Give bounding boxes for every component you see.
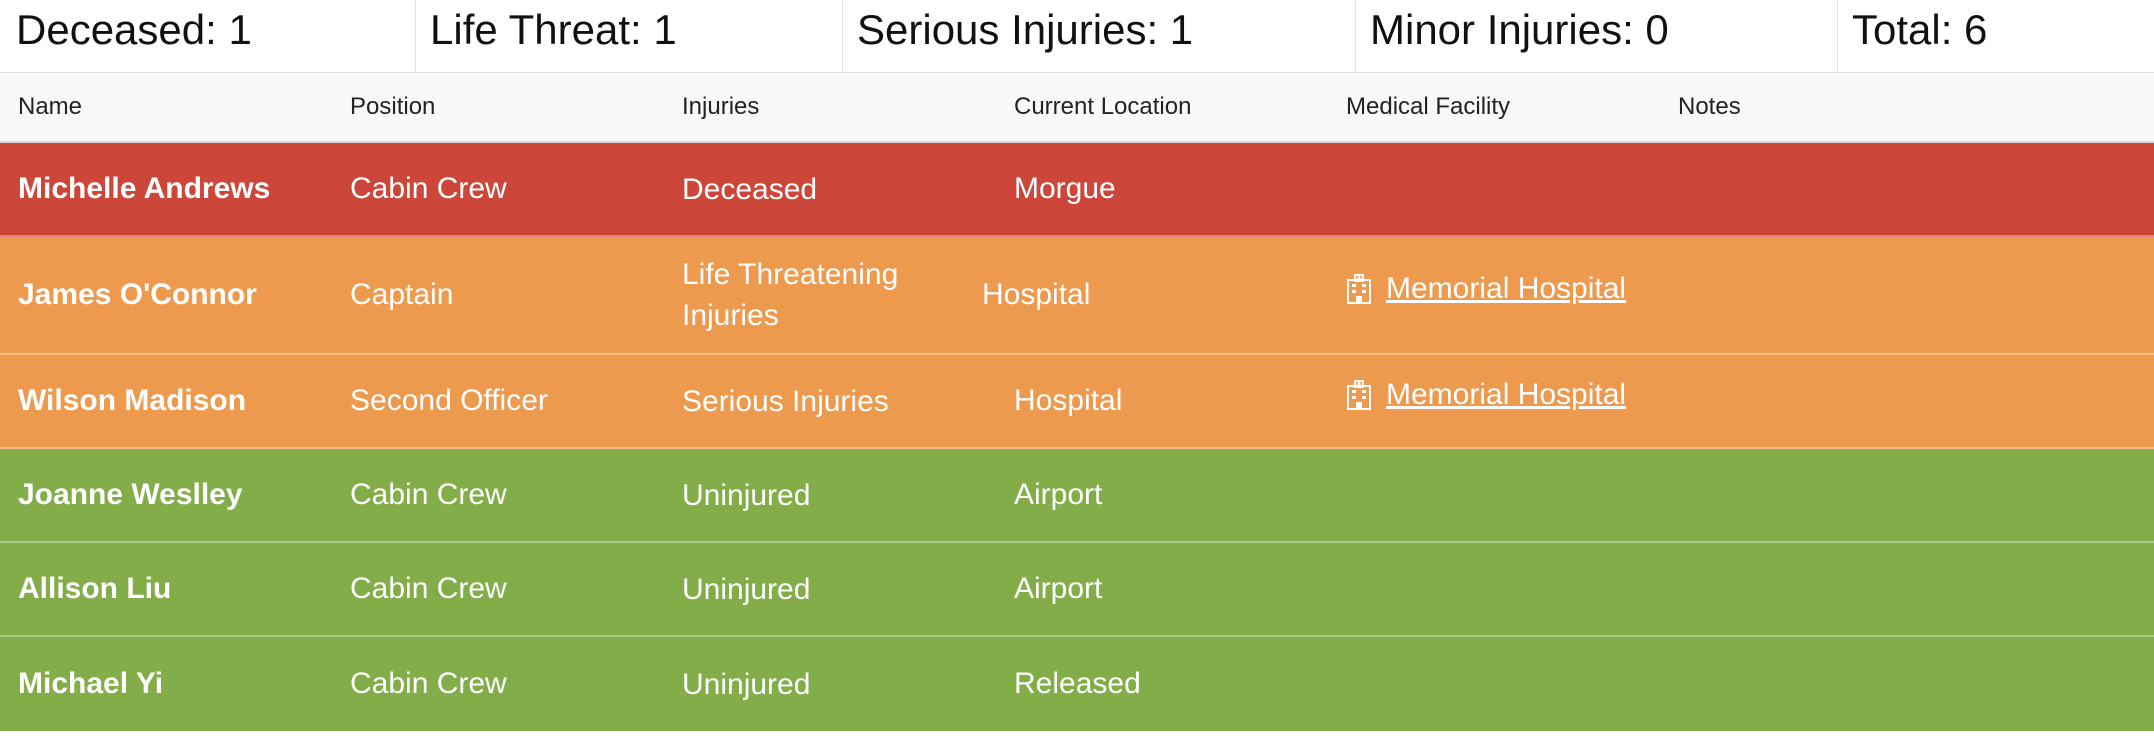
cell-injuries: Uninjured: [682, 667, 811, 701]
cell-medical-facility: Memorial Hospital: [1328, 272, 1808, 312]
summary-life-threat: Life Threat: 1: [416, 0, 843, 72]
cell-position: Second Officer: [350, 384, 548, 417]
header-notes[interactable]: Notes: [1678, 93, 1741, 120]
cell-name: Michael Yi: [18, 667, 164, 700]
cell-location: Released: [1014, 667, 1141, 700]
cell-location: Airport: [1014, 572, 1103, 605]
casualty-summary-bar: Deceased: 1 Life Threat: 1 Serious Injur…: [0, 0, 2154, 73]
medical-facility-link[interactable]: Memorial Hospital: [1346, 272, 1626, 306]
header-injuries[interactable]: Injuries: [682, 93, 760, 120]
crew-status-table: Name Position Injuries Current Location …: [0, 73, 2154, 731]
cell-name: James O'Connor: [18, 278, 257, 311]
cell-injuries: Uninjured: [682, 478, 811, 512]
cell-position: Cabin Crew: [350, 172, 507, 205]
cell-position: Cabin Crew: [350, 667, 507, 700]
header-name[interactable]: Name: [18, 93, 83, 120]
table-header: Name Position Injuries Current Location …: [0, 73, 2154, 143]
cell-name: Michelle Andrews: [18, 172, 271, 205]
table-row[interactable]: James O'Connor Captain Life Threatening …: [0, 237, 2154, 355]
header-medical-facility[interactable]: Medical Facility: [1346, 93, 1511, 120]
cell-injuries: Life Threatening Injuries: [682, 258, 899, 332]
cell-location: Hospital: [1014, 384, 1123, 417]
cell-position: Captain: [350, 278, 454, 311]
cell-name: Allison Liu: [18, 572, 172, 605]
header-current-location[interactable]: Current Location: [1014, 93, 1192, 120]
cell-injuries: Deceased: [682, 172, 818, 206]
cell-location: Hospital: [982, 278, 1091, 311]
medical-facility-link[interactable]: Memorial Hospital: [1346, 378, 1626, 412]
cell-injuries: Uninjured: [682, 572, 811, 606]
summary-minor-injuries: Minor Injuries: 0: [1356, 0, 1838, 72]
page-bottom-margin: [0, 731, 2154, 747]
cell-location: Morgue: [1014, 172, 1116, 205]
hospital-building-icon: [1346, 274, 1372, 304]
cell-name: Wilson Madison: [18, 384, 247, 417]
table-row[interactable]: Michael Yi Cabin Crew Uninjured Released: [0, 637, 2154, 731]
medical-facility-name: Memorial Hospital: [1386, 378, 1627, 411]
table-row[interactable]: Wilson Madison Second Officer Serious In…: [0, 355, 2154, 449]
cell-location: Airport: [1014, 478, 1103, 511]
cell-name: Joanne Weslley: [18, 478, 243, 511]
cell-position: Cabin Crew: [350, 478, 507, 511]
table-row[interactable]: Allison Liu Cabin Crew Uninjured Airport: [0, 543, 2154, 637]
medical-facility-name: Memorial Hospital: [1386, 272, 1627, 305]
summary-deceased: Deceased: 1: [0, 0, 416, 72]
summary-serious-injuries: Serious Injuries: 1: [843, 0, 1356, 72]
hospital-building-icon: [1346, 380, 1372, 410]
summary-total: Total: 6: [1852, 6, 1988, 53]
header-position[interactable]: Position: [350, 93, 436, 120]
cell-injuries: Serious Injuries: [682, 384, 889, 418]
table-row[interactable]: Michelle Andrews Cabin Crew Deceased Mor…: [0, 143, 2154, 237]
table-row[interactable]: Joanne Weslley Cabin Crew Uninjured Airp…: [0, 449, 2154, 543]
cell-position: Cabin Crew: [350, 572, 507, 605]
cell-medical-facility: Memorial Hospital: [1328, 378, 1808, 418]
